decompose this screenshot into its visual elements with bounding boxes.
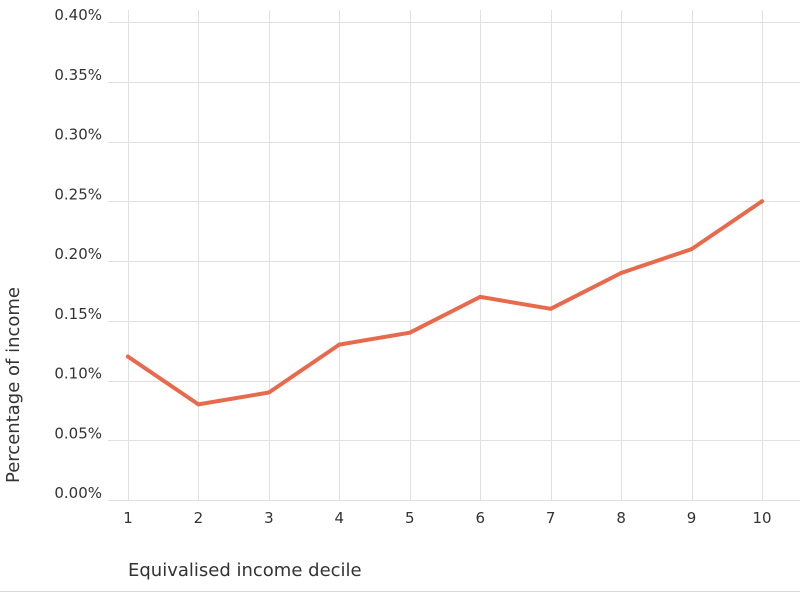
vertical-gridlines bbox=[128, 10, 763, 500]
y-tick-label: 0.10% bbox=[54, 365, 102, 383]
x-tick-label: 7 bbox=[546, 509, 556, 527]
series-layer bbox=[126, 199, 764, 407]
x-tick-label: 3 bbox=[264, 509, 274, 527]
data-point bbox=[689, 247, 694, 252]
y-tick-label: 0.40% bbox=[54, 6, 102, 24]
y-tick-label: 0.30% bbox=[54, 126, 102, 144]
x-tick-label: 1 bbox=[123, 509, 133, 527]
y-tick-label: 0.20% bbox=[54, 245, 102, 263]
x-tick-label: 6 bbox=[475, 509, 485, 527]
data-point bbox=[478, 294, 483, 299]
x-tick-label: 4 bbox=[335, 509, 345, 527]
y-tick-label: 0.25% bbox=[54, 185, 102, 203]
data-point bbox=[407, 330, 412, 335]
x-tick-label: 5 bbox=[405, 509, 415, 527]
data-point bbox=[760, 199, 764, 204]
y-tick-label: 0.05% bbox=[54, 424, 102, 442]
y-axis-title: Percentage of income bbox=[3, 287, 24, 483]
data-point bbox=[196, 402, 201, 407]
data-point bbox=[337, 342, 342, 347]
y-tick-label: 0.15% bbox=[54, 305, 102, 323]
x-tick-label: 10 bbox=[752, 509, 771, 527]
x-tick-label: 2 bbox=[194, 509, 204, 527]
data-point bbox=[619, 270, 624, 275]
y-tick-label: 0.00% bbox=[54, 484, 102, 502]
x-axis-title: Equivalised income decile bbox=[128, 560, 362, 581]
y-axis-tick-labels: 0.00% 0.05% 0.10% 0.15% 0.20% 0.25% 0.30% 0.35%… bbox=[54, 6, 102, 502]
x-axis-tick-labels: 1 2 3 4 5 6 7 8 9 10 bbox=[123, 509, 771, 527]
data-point bbox=[126, 354, 130, 359]
series-line bbox=[126, 199, 764, 407]
x-tick-label: 9 bbox=[687, 509, 697, 527]
horizontal-gridlines bbox=[108, 22, 800, 501]
x-tick-label: 8 bbox=[616, 509, 626, 527]
data-point bbox=[266, 390, 271, 395]
y-tick-label: 0.35% bbox=[54, 66, 102, 84]
data-point bbox=[548, 306, 553, 311]
